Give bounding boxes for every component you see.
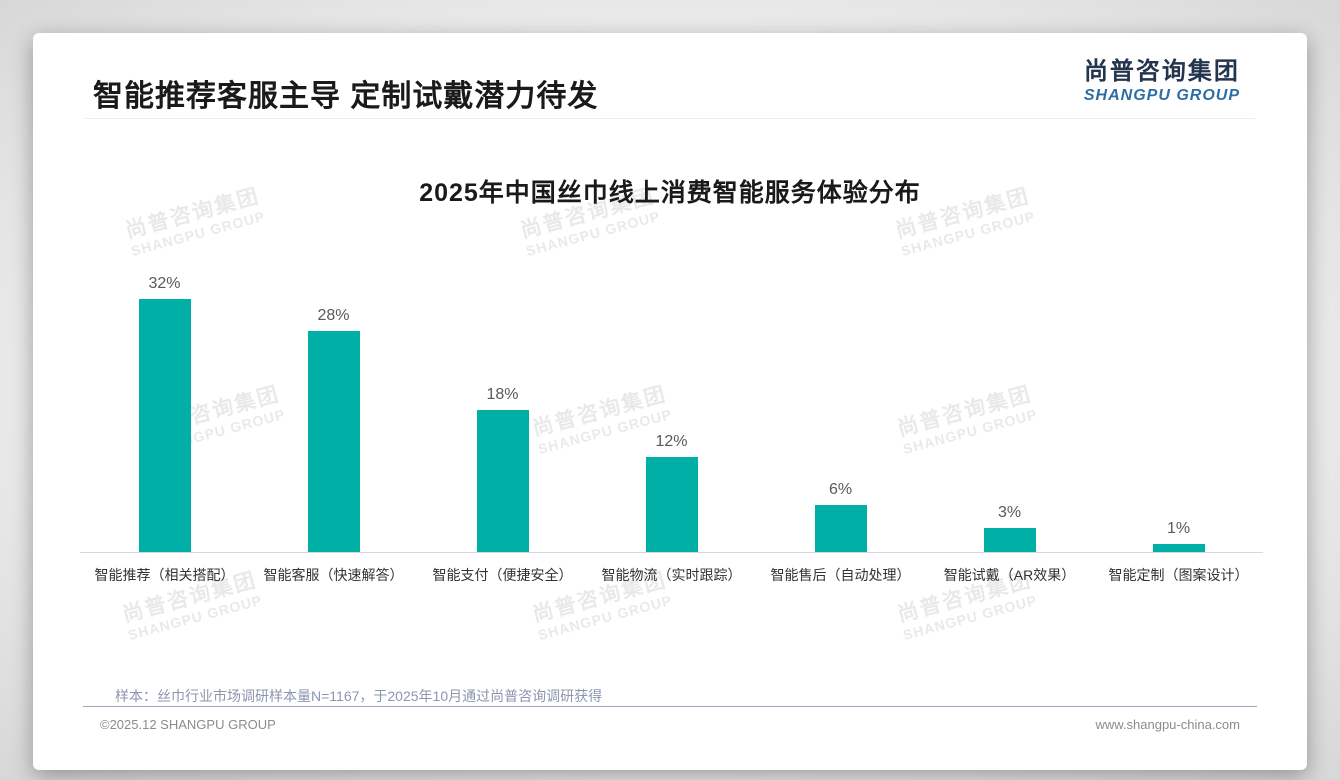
- bar-column: 6%: [756, 481, 925, 552]
- bar-value-label: 28%: [317, 307, 350, 324]
- x-axis-line: [80, 552, 1263, 553]
- bar-value-label: 18%: [486, 386, 519, 403]
- bar-column: 1%: [1094, 520, 1263, 552]
- category-label: 智能售后（自动处理）: [770, 567, 911, 583]
- report-card: 尚普咨询集团 SHANGPU GROUP 尚普咨询集团 SHANGPU GROUP 尚普…: [33, 33, 1307, 770]
- chart-title: 2025年中国丝巾线上消费智能服务体验分布: [419, 179, 921, 207]
- sample-note: 样本：丝巾行业市场调研样本量N=1167，于2025年10月通过尚普咨询调研获得: [115, 688, 603, 704]
- logo-english-name: SHANGPU GROUP: [1083, 86, 1240, 104]
- bar-column: 28%: [249, 307, 418, 552]
- footer-website: www.shangpu-china.com: [1095, 717, 1240, 732]
- company-logo: 尚普咨询集团 SHANGPU GROUP: [1084, 58, 1240, 105]
- watermark-text-en: SHANGPU GROUP: [536, 591, 674, 644]
- bar: [307, 331, 360, 552]
- bar: [645, 457, 698, 552]
- logo-chinese-name: 尚普咨询集团: [1083, 58, 1240, 85]
- footer-divider: [83, 706, 1257, 707]
- bar-value-label: 6%: [828, 481, 853, 498]
- category-label: 智能物流（实时跟踪）: [601, 567, 742, 583]
- watermark-text-en: SHANGPU GROUP: [901, 591, 1039, 644]
- category-label: 智能客服（快速解答）: [263, 567, 404, 583]
- header-divider: [85, 118, 1255, 119]
- bar: [983, 528, 1036, 552]
- bar-column: 12%: [587, 433, 756, 552]
- category-label: 智能定制（图案设计）: [1108, 567, 1249, 583]
- bar-value-label: 3%: [997, 504, 1022, 521]
- bar-column: 3%: [925, 504, 1094, 552]
- bar: [1152, 544, 1205, 552]
- footer-copyright: ©2025.12 SHANGPU GROUP: [100, 717, 276, 732]
- watermark-text-en: SHANGPU GROUP: [126, 591, 264, 644]
- bar-column: 18%: [418, 386, 587, 552]
- bar-value-label: 12%: [655, 433, 688, 450]
- watermark-text-en: SHANGPU GROUP: [129, 207, 267, 260]
- bar: [814, 505, 867, 552]
- category-axis-labels: 智能推荐（相关搭配） 智能客服（快速解答） 智能支付（便捷安全） 智能物流（实时跟踪）…: [80, 565, 1263, 585]
- bar: [138, 299, 191, 552]
- bar-chart: 32% 28% 18% 12% 6% 3% 1%: [80, 262, 1263, 552]
- bar: [476, 410, 529, 552]
- watermark-text-en: SHANGPU GROUP: [899, 207, 1037, 260]
- bar-column: 32%: [80, 275, 249, 552]
- bar-value-label: 1%: [1166, 520, 1191, 537]
- bar-value-label: 32%: [148, 275, 181, 292]
- category-label: 智能推荐（相关搭配）: [94, 567, 235, 583]
- category-label: 智能试戴（AR效果）: [943, 567, 1076, 583]
- watermark-text-en: SHANGPU GROUP: [524, 207, 662, 260]
- category-label: 智能支付（便捷安全）: [432, 567, 573, 583]
- page-title: 智能推荐客服主导 定制试戴潜力待发: [93, 80, 599, 113]
